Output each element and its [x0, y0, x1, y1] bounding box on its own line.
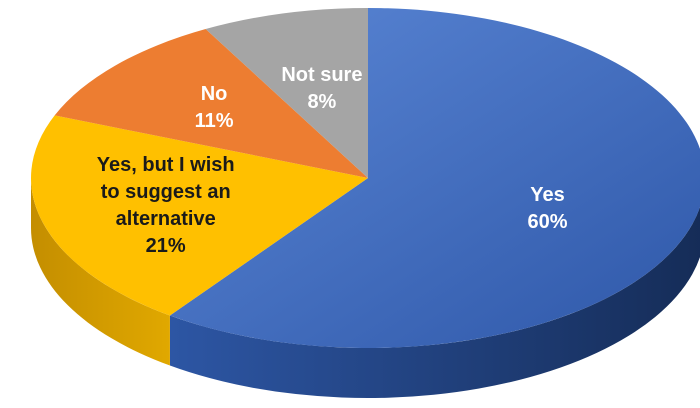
pie-sides	[31, 178, 700, 399]
slice-label-yes-but-i-wish-to-suggest-an-alternative: Yes, but I wish to suggest an alternative 2…	[97, 154, 235, 257]
slice-yes	[169, 8, 700, 348]
slice-no	[54, 29, 369, 179]
slice-label-not-sure: Not sure 8%	[281, 64, 362, 113]
slice-value-label: 60%	[527, 211, 567, 233]
slice-category-label: Yes	[530, 184, 564, 206]
slice-side-yes-but-i-wish-to-suggest-an-alternative	[31, 178, 170, 366]
pie-tops	[30, 8, 700, 348]
slice-value-label: 8%	[307, 91, 336, 113]
slice-not-sure	[205, 8, 368, 178]
slice-label-no: No 11%	[195, 83, 234, 132]
slice-category-label: to suggest an	[101, 181, 231, 203]
slice-value-label: 11%	[195, 110, 234, 132]
slice-category-label: Yes, but I wish	[97, 154, 235, 176]
slice-category-label: No	[201, 83, 228, 105]
pie-labels: Yes 60% Yes, but I wish to suggest an altern…	[97, 64, 568, 257]
slice-value-label: 21%	[146, 235, 186, 257]
slice-side-yes	[169, 207, 700, 399]
slice-category-label: Not sure	[281, 64, 362, 86]
slice-yes-but-i-wish-to-suggest-an-alternative	[30, 115, 369, 316]
slice-category-label: alternative	[116, 208, 216, 230]
slice-label-yes: Yes 60%	[527, 184, 567, 233]
